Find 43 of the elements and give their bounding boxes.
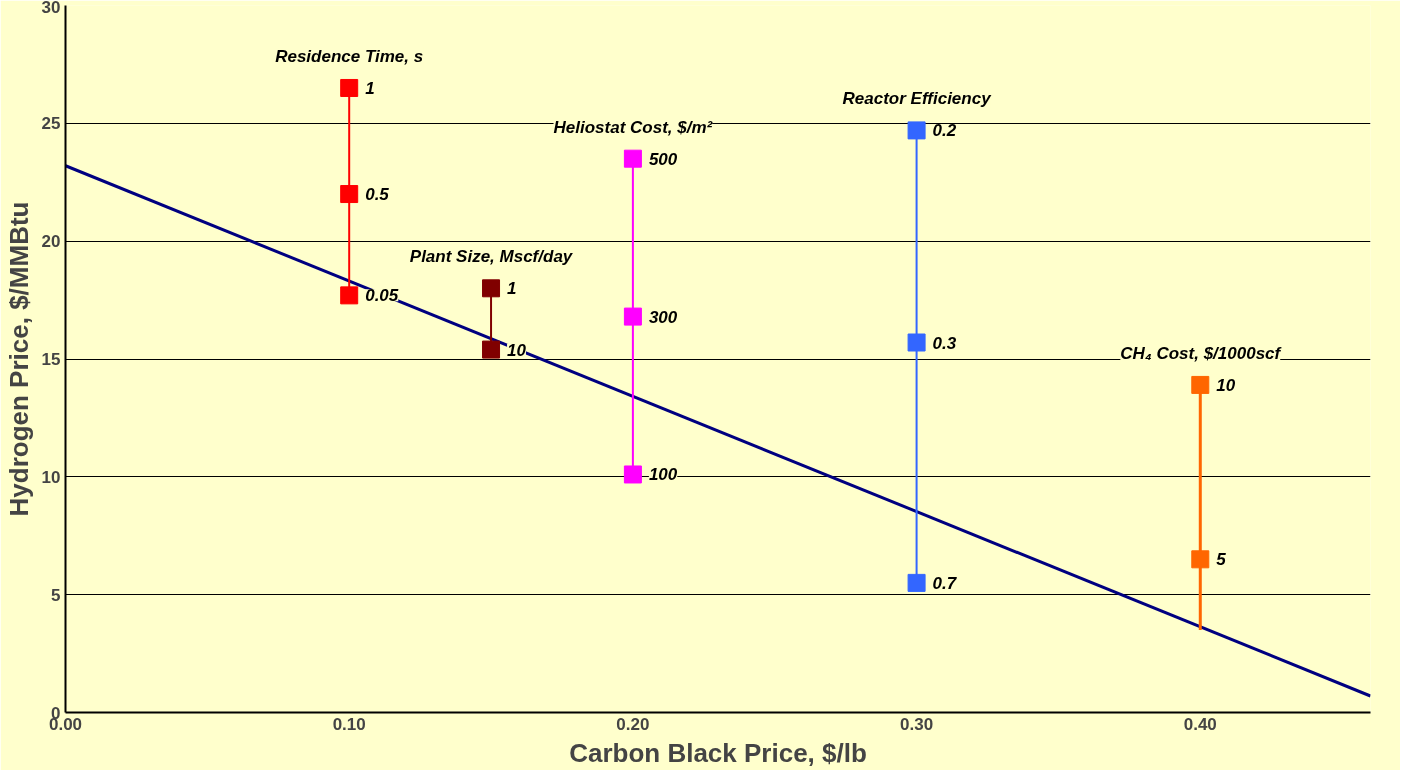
point	[340, 78, 359, 97]
point	[1191, 375, 1210, 394]
y-axis-title: Hydrogen Price, $/MMBtu	[3, 201, 34, 517]
point	[907, 121, 926, 140]
point	[623, 307, 642, 326]
annotation: 0.7	[932, 573, 958, 593]
point	[623, 465, 642, 484]
series-label: Heliostat Cost, $/m²	[553, 117, 714, 137]
y-tick-label: 5	[51, 585, 61, 605]
x-axis-title: Carbon Black Price, $/lb	[569, 737, 867, 768]
point	[623, 149, 642, 168]
annotation: 0.3	[932, 333, 957, 353]
series-label: Residence Time, s	[275, 46, 424, 66]
y-tick-label: 20	[41, 232, 61, 252]
y-tick-label: 10	[41, 467, 61, 487]
y-tick-label: 30	[41, 0, 61, 17]
annotation: 100	[648, 465, 678, 485]
series-label: Plant Size, Mscf/day	[409, 247, 574, 267]
x-tick-label: 0.30	[900, 714, 934, 734]
point	[907, 573, 926, 592]
point	[482, 340, 501, 359]
series-label: CH₄ Cost, $/1000scf	[1120, 343, 1283, 363]
point	[482, 279, 501, 298]
annotation: 0.05	[365, 286, 399, 306]
annotation: 1	[507, 279, 517, 299]
annotation: 300	[648, 307, 678, 327]
x-tick-label: 0.20	[616, 714, 650, 734]
annotation: 500	[648, 149, 678, 169]
point	[340, 185, 359, 204]
annotation: 5	[1216, 550, 1227, 570]
x-tick-label: 0.40	[1183, 714, 1217, 734]
y-tick-label: 15	[41, 350, 61, 369]
annotation: 0.5	[365, 185, 390, 205]
annotation: 0.2	[932, 121, 957, 141]
x-tick-label: 0.10	[332, 714, 366, 734]
series-label: Reactor Efficiency	[842, 89, 993, 109]
point	[340, 286, 359, 305]
y-tick-label: 25	[41, 114, 61, 134]
annotation: 1	[365, 78, 375, 98]
annotation: 10	[507, 340, 527, 360]
point	[907, 333, 926, 352]
annotation: 10	[1216, 375, 1236, 395]
point	[1191, 550, 1210, 569]
